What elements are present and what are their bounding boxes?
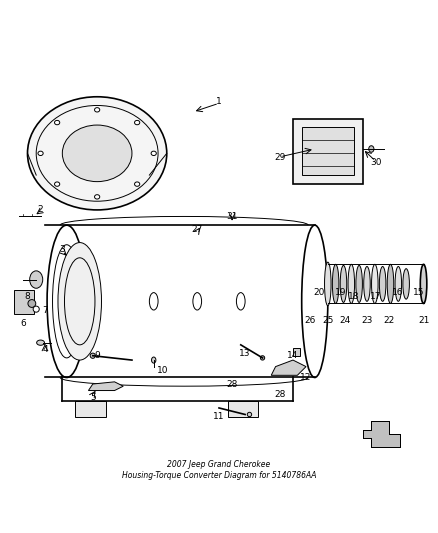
Ellipse shape (420, 264, 427, 303)
Ellipse shape (152, 357, 156, 363)
Text: 22: 22 (383, 317, 394, 326)
Text: 20: 20 (314, 288, 325, 297)
Text: 1: 1 (216, 96, 222, 106)
Ellipse shape (364, 266, 370, 301)
Text: 27: 27 (191, 225, 203, 234)
Ellipse shape (369, 146, 374, 152)
Ellipse shape (371, 264, 378, 303)
Polygon shape (271, 360, 306, 375)
Text: 10: 10 (157, 367, 168, 375)
Ellipse shape (90, 353, 95, 358)
Text: 15: 15 (413, 288, 425, 297)
Text: 2007 Jeep Grand Cherokee
Housing-Torque Converter Diagram for 5140786AA: 2007 Jeep Grand Cherokee Housing-Torque … (122, 461, 316, 480)
Ellipse shape (95, 108, 100, 112)
Ellipse shape (58, 243, 102, 360)
Text: 14: 14 (287, 351, 299, 360)
Ellipse shape (54, 182, 60, 187)
Ellipse shape (38, 151, 43, 156)
Polygon shape (363, 421, 399, 447)
Text: 26: 26 (305, 317, 316, 326)
Text: 5: 5 (90, 393, 95, 401)
Ellipse shape (54, 120, 60, 125)
Text: 30: 30 (370, 158, 381, 166)
Bar (302, 127, 354, 175)
Text: 16: 16 (392, 288, 403, 297)
Ellipse shape (340, 265, 347, 302)
Text: 7: 7 (42, 305, 48, 314)
Text: 12: 12 (300, 373, 312, 382)
Text: 29: 29 (274, 153, 286, 162)
Text: 18: 18 (348, 293, 360, 302)
Ellipse shape (403, 269, 410, 299)
Text: 11: 11 (213, 412, 225, 421)
Ellipse shape (134, 182, 140, 187)
Ellipse shape (62, 125, 132, 182)
Text: 8: 8 (25, 293, 30, 302)
Ellipse shape (379, 266, 386, 301)
Text: 23: 23 (361, 317, 373, 326)
Text: 9: 9 (94, 351, 100, 360)
Ellipse shape (325, 262, 331, 305)
Text: 4: 4 (42, 345, 48, 354)
Ellipse shape (28, 300, 36, 308)
Ellipse shape (395, 266, 402, 301)
Bar (228, 401, 258, 417)
Bar (75, 401, 106, 417)
Ellipse shape (247, 413, 252, 417)
Text: 3: 3 (60, 245, 65, 254)
Ellipse shape (37, 340, 45, 345)
Bar (14, 290, 34, 314)
Ellipse shape (332, 264, 339, 303)
Ellipse shape (151, 151, 156, 156)
Text: 25: 25 (322, 317, 333, 326)
Ellipse shape (134, 120, 140, 125)
Text: 28: 28 (226, 379, 238, 389)
Ellipse shape (348, 264, 355, 303)
Ellipse shape (28, 97, 167, 210)
Text: 24: 24 (339, 317, 351, 326)
Bar (293, 118, 363, 184)
Ellipse shape (387, 264, 394, 303)
Text: 6: 6 (20, 319, 26, 328)
Text: 19: 19 (335, 288, 346, 297)
Ellipse shape (356, 265, 362, 302)
Ellipse shape (30, 271, 43, 288)
Text: 21: 21 (418, 317, 429, 326)
Text: 28: 28 (274, 390, 286, 399)
Polygon shape (88, 382, 123, 391)
Ellipse shape (33, 306, 39, 312)
Ellipse shape (95, 195, 100, 199)
Ellipse shape (260, 356, 265, 360)
Text: 13: 13 (239, 349, 251, 358)
Text: 31: 31 (226, 212, 238, 221)
Text: 2: 2 (38, 205, 43, 214)
Text: 17: 17 (370, 293, 381, 302)
Bar (293, 348, 300, 356)
